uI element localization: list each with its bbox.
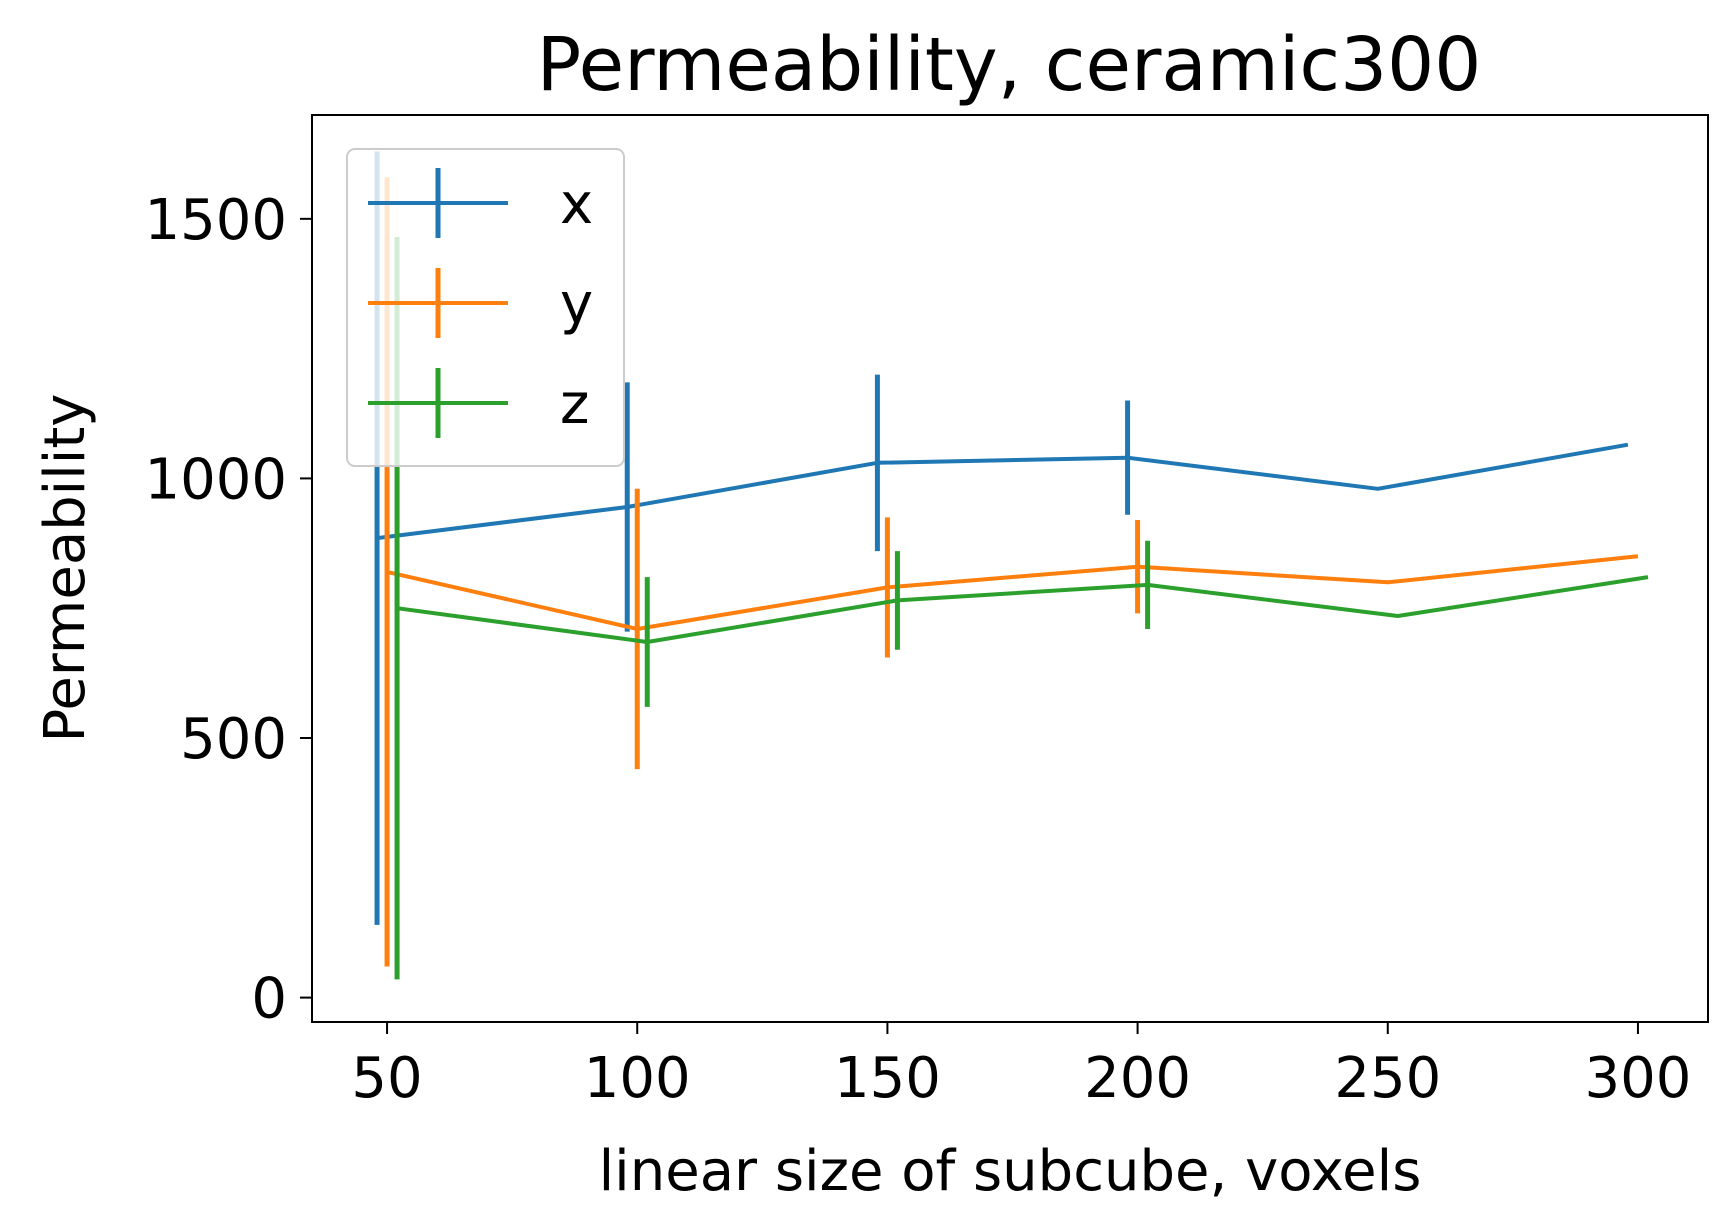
series-line-x bbox=[376, 442, 1629, 541]
x-axis-label: linear size of subcube, voxels bbox=[599, 1139, 1422, 1204]
x-tick-label: 150 bbox=[834, 1046, 941, 1111]
y-axis-label: Permeability bbox=[33, 394, 98, 743]
x-tick-label: 250 bbox=[1334, 1046, 1441, 1111]
legend-label-z: z bbox=[560, 372, 589, 437]
legend-entry-x: x bbox=[368, 168, 593, 238]
x-tick-label: 100 bbox=[584, 1046, 691, 1111]
x-tick-label: 50 bbox=[351, 1046, 422, 1111]
series-line-y bbox=[386, 554, 1639, 631]
x-axis-ticks: 50 100 150 200 250 300 bbox=[351, 1022, 1691, 1111]
x-tick-label: 300 bbox=[1585, 1046, 1692, 1111]
legend-entry-z: z bbox=[368, 368, 589, 438]
y-tick-label: 500 bbox=[180, 707, 287, 772]
legend-label-x: x bbox=[560, 172, 593, 237]
y-tick-label: 0 bbox=[251, 967, 287, 1032]
y-tick-label: 1500 bbox=[144, 188, 287, 253]
legend-entry-y: y bbox=[368, 268, 593, 338]
chart-title: Permeability, ceramic300 bbox=[537, 22, 1482, 108]
plot-area-frame bbox=[311, 114, 1709, 1023]
y-tick-label: 1000 bbox=[144, 447, 287, 512]
y-axis-ticks: 0 500 1000 1500 bbox=[144, 188, 312, 1032]
x-tick-label: 200 bbox=[1084, 1046, 1191, 1111]
legend: x y z bbox=[346, 148, 625, 467]
legend-frame bbox=[346, 148, 625, 467]
series-line-z bbox=[396, 575, 1649, 644]
legend-label-y: y bbox=[560, 272, 593, 337]
